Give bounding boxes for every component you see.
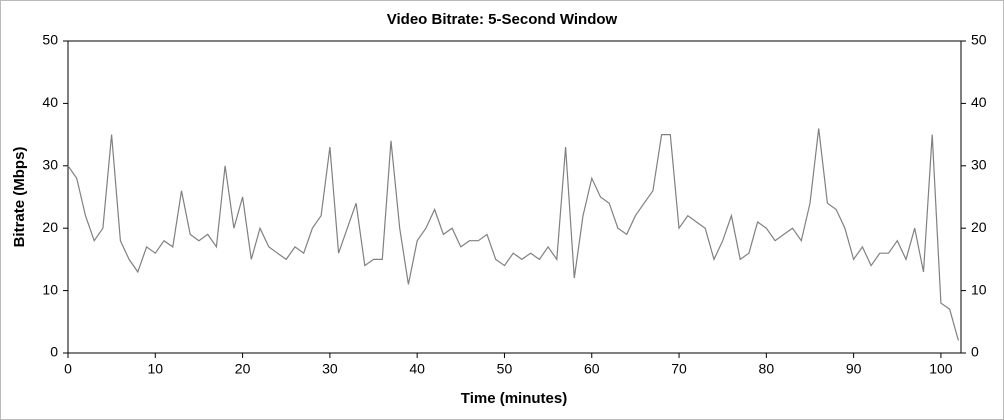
y2-tick-label: 20 [971,219,987,235]
x-tick-label: 50 [497,361,513,377]
x-tick-label: 20 [235,361,251,377]
x-tick-label: 0 [64,361,72,377]
line-series [67,128,959,341]
x-tick-label: 80 [759,361,775,377]
y-tick-label: 10 [42,281,58,297]
y-tick-label: 50 [42,32,58,48]
y-tick-label: 20 [42,219,58,235]
y2-tick-label: 40 [971,94,987,110]
x-tick-label: 60 [584,361,600,377]
x-tick-label: 30 [322,361,338,377]
x-tick-label: 90 [846,361,862,377]
x-axis-label: Time (minutes) [461,390,567,407]
x-tick-label: 70 [671,361,687,377]
chart-title: Video Bitrate: 5-Second Window [387,11,618,28]
x-tick-label: 10 [148,361,164,377]
y2-tick-label: 0 [971,344,979,360]
y-axis-label: Bitrate (Mbps) [11,147,28,248]
x-tick-label: 40 [409,361,425,377]
plot-area [67,40,962,354]
y2-tick-label: 30 [971,157,987,173]
x-tick-label: 100 [929,361,953,377]
y2-tick-label: 10 [971,281,987,297]
y-tick-label: 30 [42,157,58,173]
y2-tick-label: 50 [971,32,987,48]
y-tick-label: 0 [50,344,58,360]
y-tick-label: 40 [42,94,58,110]
